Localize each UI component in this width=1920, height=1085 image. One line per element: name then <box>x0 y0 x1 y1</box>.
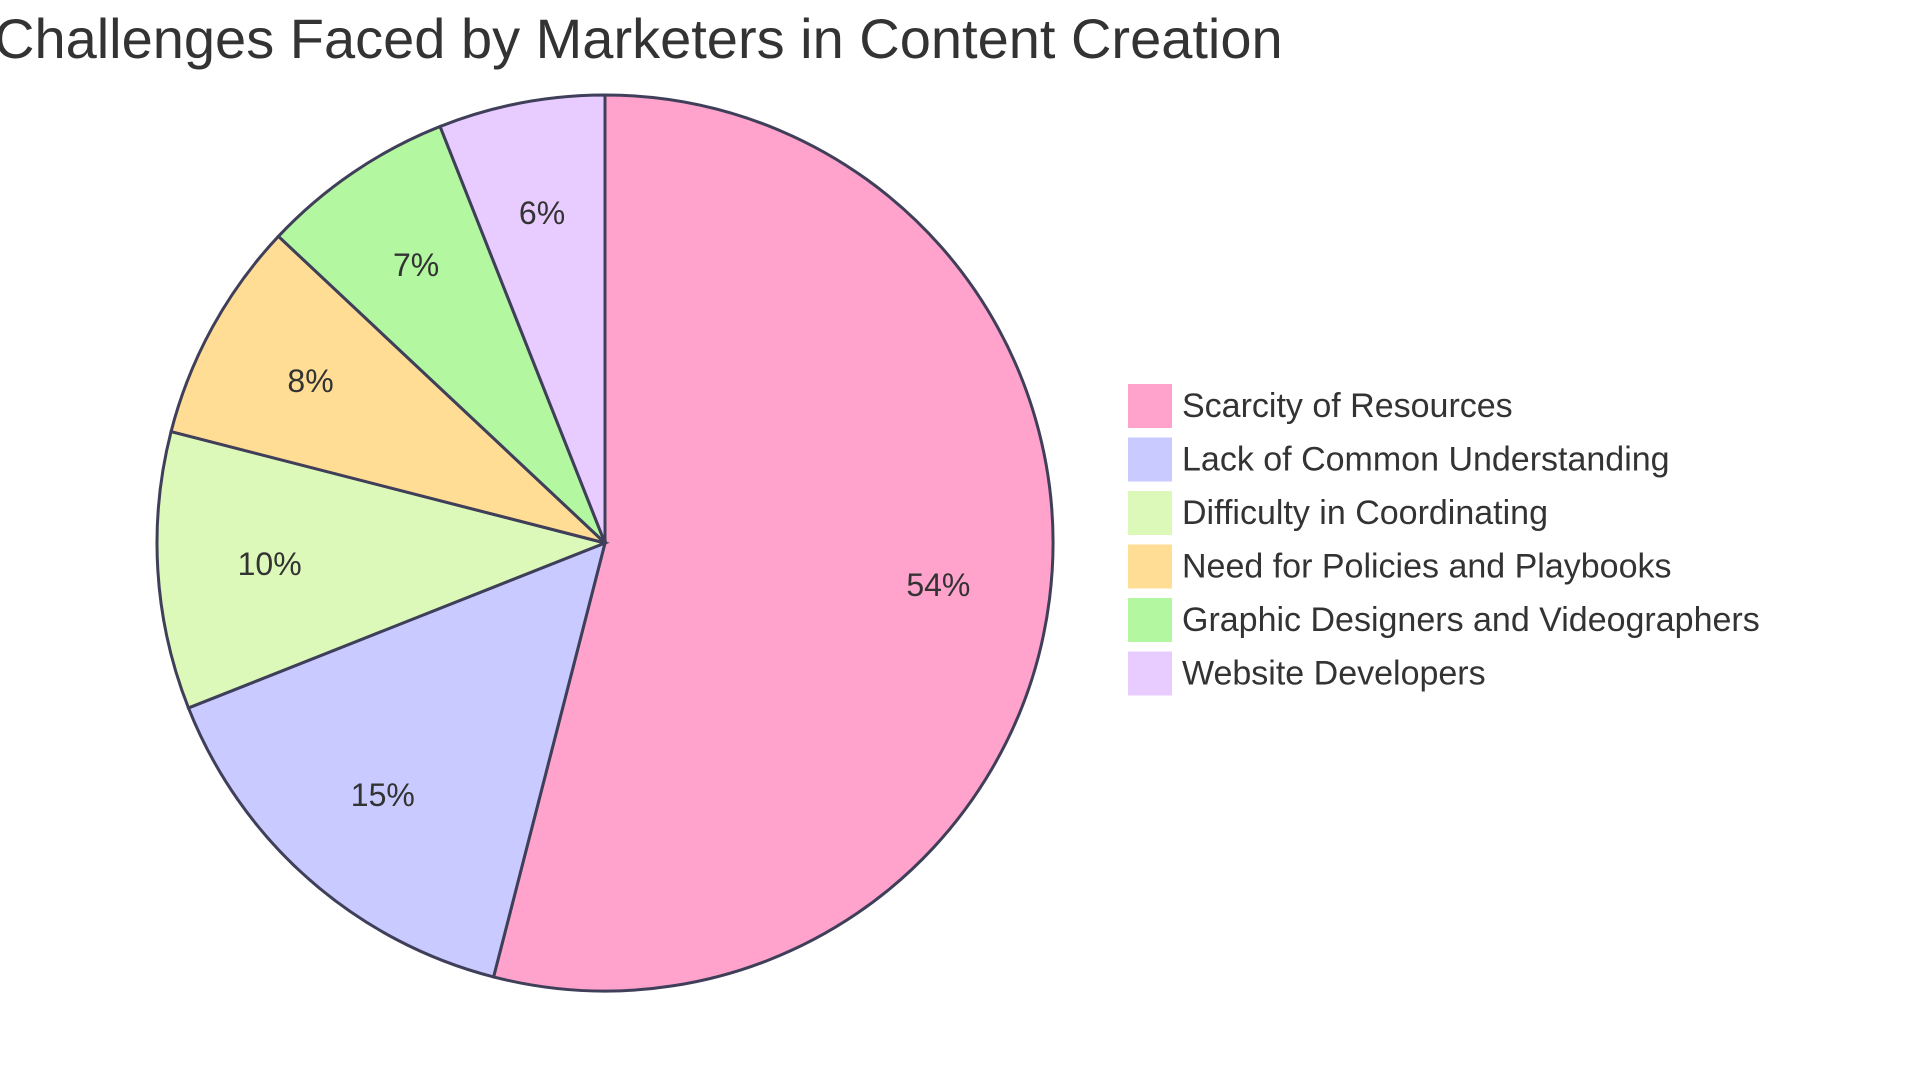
pie-slices <box>155 93 1055 993</box>
pie-slice-label-5: 6% <box>519 195 565 231</box>
legend-swatch-5 <box>1128 651 1172 696</box>
legend-label-1: Lack of Common Understanding <box>1182 441 1670 479</box>
legend-swatch-3 <box>1128 544 1172 589</box>
legend-swatch-2 <box>1128 491 1172 535</box>
pie-slice-label-1: 15% <box>351 777 415 813</box>
legend-swatch-0 <box>1128 384 1172 428</box>
pie-slice-3 <box>169 234 607 545</box>
legend-swatch-1 <box>1128 437 1172 482</box>
legend-label-0: Scarcity of Resources <box>1182 387 1513 425</box>
pie-slice-4 <box>276 124 607 545</box>
pie-slice-5 <box>438 93 607 544</box>
chart-title: Challenges Faced by Marketers in Content… <box>0 7 1283 70</box>
pie-slice-label-2: 10% <box>238 546 302 582</box>
pie-slice-1 <box>186 540 608 979</box>
legend-label-2: Difficulty in Coordinating <box>1182 494 1548 532</box>
legend-swatch-4 <box>1128 598 1172 642</box>
pie-slice-2 <box>155 429 610 710</box>
legend-label-5: Website Developers <box>1182 655 1486 693</box>
pie-slice-labels: 54% 15% 10% 8% 7% 6% <box>238 195 971 813</box>
legend: Scarcity of Resources Lack of Common Unde… <box>1128 384 1760 696</box>
pie-slice-0 <box>491 93 1055 993</box>
legend-label-3: Need for Policies and Playbooks <box>1182 548 1672 586</box>
pie-slice-label-3: 8% <box>287 363 333 399</box>
pie-slice-label-4: 7% <box>393 247 439 283</box>
pie-slice-label-0: 54% <box>906 567 970 603</box>
legend-label-4: Graphic Designers and Videographers <box>1182 601 1760 639</box>
